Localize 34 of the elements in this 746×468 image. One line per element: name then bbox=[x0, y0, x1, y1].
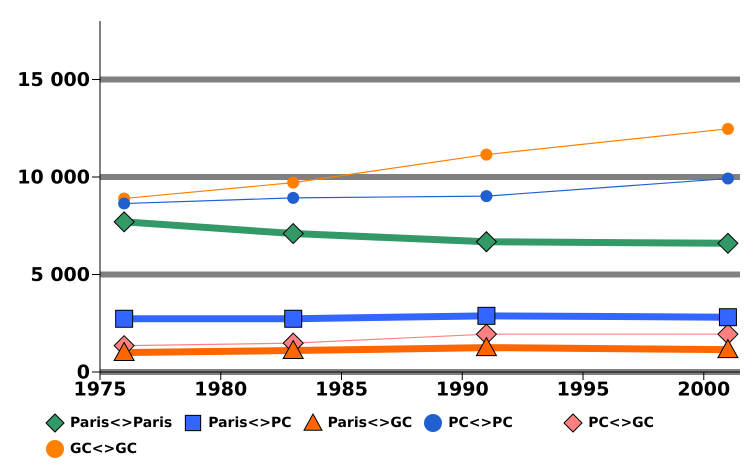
y-tick-label: 15 000 bbox=[17, 69, 90, 92]
point bbox=[118, 198, 130, 210]
x-tick-label: 1985 bbox=[315, 378, 368, 400]
point bbox=[477, 306, 496, 325]
x-tick-label: 1975 bbox=[74, 378, 126, 400]
point bbox=[115, 310, 134, 328]
legend-label: Paris<>GC bbox=[328, 415, 412, 431]
point bbox=[722, 122, 734, 135]
x-tick-label: 1995 bbox=[556, 378, 610, 400]
x-tick-label: 2000 bbox=[677, 378, 730, 400]
y-tick-label: 10 000 bbox=[17, 166, 90, 189]
x-tick-label: 1980 bbox=[194, 378, 248, 400]
point bbox=[114, 211, 135, 232]
legend-label: PC<>PC bbox=[448, 415, 513, 431]
point bbox=[287, 192, 300, 204]
point bbox=[476, 337, 497, 356]
point bbox=[718, 308, 737, 326]
legend-label: GC<>GC bbox=[70, 441, 137, 457]
legend-label: Paris<>Paris bbox=[70, 415, 172, 431]
point bbox=[722, 172, 734, 185]
point bbox=[282, 223, 304, 244]
point bbox=[287, 176, 300, 189]
point bbox=[476, 231, 497, 252]
legend-label: PC<>GC bbox=[588, 415, 654, 431]
point bbox=[480, 148, 492, 161]
y-tick-label: 5 000 bbox=[30, 264, 90, 286]
point bbox=[480, 190, 492, 202]
x-tick-label: 1990 bbox=[436, 378, 489, 400]
point bbox=[284, 310, 302, 328]
point bbox=[717, 232, 738, 254]
point bbox=[282, 340, 304, 360]
point bbox=[114, 342, 135, 361]
legend-label: Paris<>PC bbox=[208, 415, 292, 431]
point bbox=[717, 339, 738, 358]
